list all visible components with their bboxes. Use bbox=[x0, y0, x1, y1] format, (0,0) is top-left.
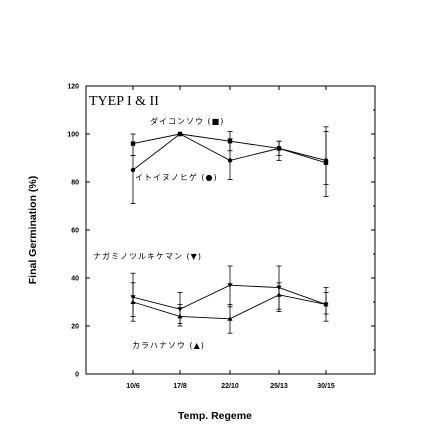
series-label-daikonsou: ダイコンソウ (■) bbox=[150, 116, 224, 126]
data-point bbox=[227, 316, 233, 321]
series-label-nagaminotsurukikeman: ナガミノツルキケマン (▼) bbox=[93, 251, 202, 261]
x-tick-label: 25/13 bbox=[270, 383, 288, 390]
data-point bbox=[177, 313, 183, 319]
series-3 bbox=[130, 282, 329, 334]
y-tick-label: 100 bbox=[67, 132, 79, 139]
panel-title: TYEP I & II bbox=[89, 94, 159, 109]
data-point bbox=[130, 299, 136, 304]
series-label-karahanasou: カラハナソウ (▲) bbox=[132, 341, 205, 350]
y-tick-label: 60 bbox=[71, 228, 79, 235]
data-point bbox=[323, 158, 329, 163]
data-point bbox=[227, 283, 233, 288]
x-tick-label: 10/6 bbox=[126, 383, 140, 390]
y-tick-label: 0 bbox=[75, 372, 79, 379]
data-point bbox=[130, 167, 136, 173]
x-axis-title: Temp. Regeme bbox=[178, 410, 252, 422]
data-point bbox=[276, 146, 282, 151]
x-tick-label: 22/10 bbox=[221, 383, 239, 390]
x-axis: 10/6 17/8 22/10 25/13 30/15 bbox=[126, 86, 335, 390]
y-axis: 0 20 40 60 80 100 120 bbox=[67, 84, 375, 379]
x-tick-label: 30/15 bbox=[317, 383, 335, 390]
x-tick-label: 17/8 bbox=[173, 383, 187, 390]
y-tick-label: 80 bbox=[71, 180, 79, 187]
y-tick-label: 120 bbox=[67, 84, 79, 91]
data-point bbox=[130, 141, 136, 146]
series-label-itoinunohige: イトイヌノヒゲ (●) bbox=[135, 172, 218, 182]
data-point bbox=[323, 301, 329, 307]
y-tick-label: 40 bbox=[71, 276, 79, 283]
series-1 bbox=[130, 131, 329, 205]
data-point bbox=[227, 158, 233, 163]
series-layer bbox=[130, 126, 329, 334]
y-tick-label: 20 bbox=[71, 324, 79, 331]
data-point bbox=[276, 292, 282, 297]
data-point bbox=[177, 131, 183, 137]
y-axis-title: Final Germination (%) bbox=[27, 176, 39, 285]
